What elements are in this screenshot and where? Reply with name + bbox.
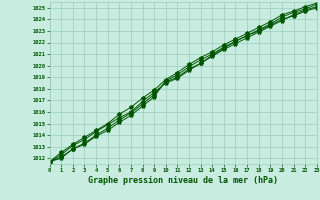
X-axis label: Graphe pression niveau de la mer (hPa): Graphe pression niveau de la mer (hPa) — [88, 176, 278, 185]
